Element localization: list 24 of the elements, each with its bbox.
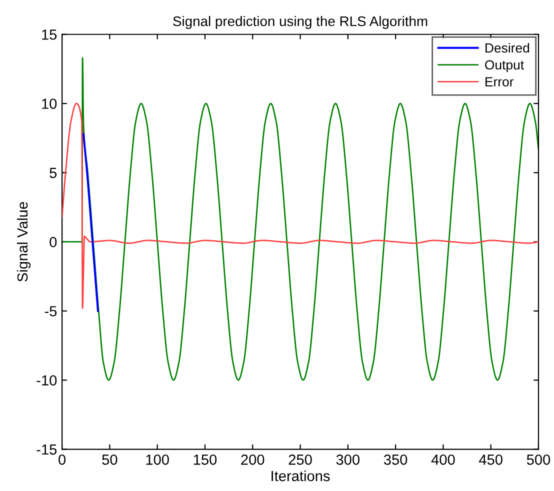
x-tick-label: 250 <box>288 454 312 465</box>
x-tick-label: 0 <box>58 454 66 465</box>
y-tick-label: 5 <box>50 168 57 178</box>
y-tick-label: -5 <box>44 306 57 316</box>
y-tick-label: -10 <box>36 375 57 386</box>
x-tick-label: 450 <box>479 454 502 465</box>
x-axis-title: Iterations <box>272 470 330 482</box>
y-axis-title: Signal Value <box>16 202 31 282</box>
x-tick-label: 150 <box>194 454 217 465</box>
legend-label: Output <box>485 60 524 72</box>
y-tick-label: 15 <box>42 30 57 40</box>
legend-label: Desired <box>486 42 530 53</box>
y-tick-label: 10 <box>42 98 57 109</box>
x-tick-label: 50 <box>102 454 118 465</box>
x-tick-label: 350 <box>384 454 408 465</box>
y-tick-label: -15 <box>36 444 57 455</box>
y-tick-label: 0 <box>50 236 57 248</box>
x-tick-label: 500 <box>526 454 550 465</box>
x-tick-label: 400 <box>431 454 455 465</box>
x-tick-label: 100 <box>146 454 169 465</box>
legend-label: Error <box>486 77 514 86</box>
chart-title: Signal prediction using the RLS Algorithm <box>173 16 428 29</box>
x-tick-label: 300 <box>336 454 360 465</box>
x-tick-label: 200 <box>241 454 264 465</box>
